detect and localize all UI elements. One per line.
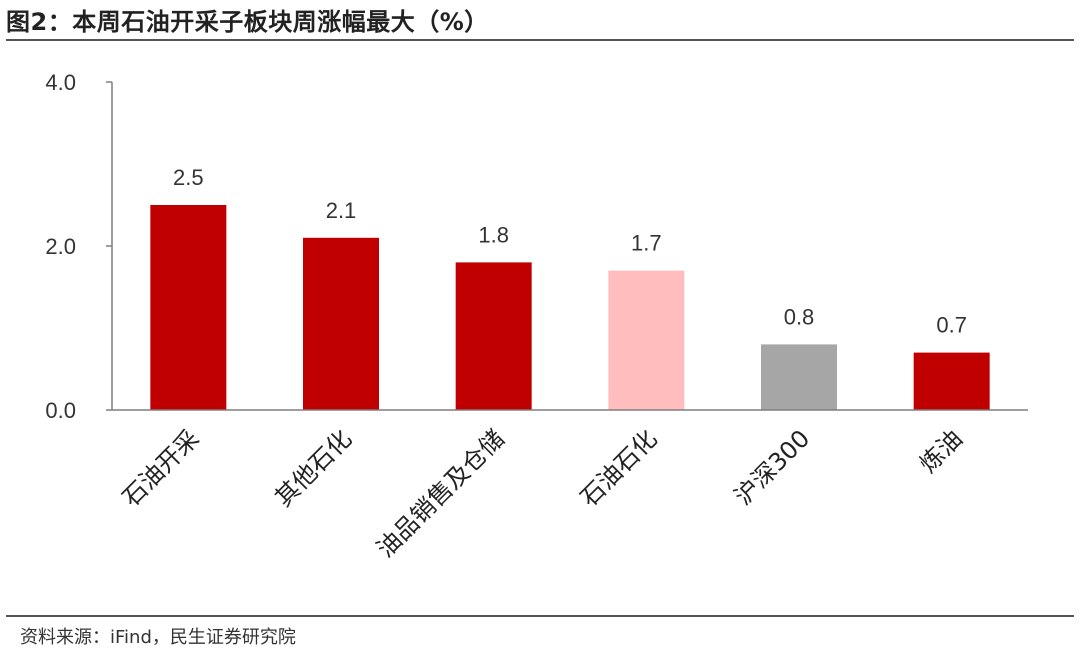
bar <box>303 237 379 410</box>
bar <box>150 205 227 410</box>
bar-value-label: 0.7 <box>936 313 967 338</box>
category-label: 其他石化 <box>270 424 358 512</box>
chart-title: 图2：本周石油开采子板块周涨幅最大（%） <box>6 8 489 36</box>
category-label: 石油开采 <box>117 424 205 512</box>
bar <box>455 262 532 410</box>
bar <box>761 344 837 410</box>
title-divider <box>6 39 1074 41</box>
bar-value-label: 1.7 <box>631 231 662 256</box>
bar-value-label: 0.8 <box>784 304 815 329</box>
bars <box>150 205 990 410</box>
bar-chart: 0.0 2.0 4.0 2.5 2.1 1.8 1.7 0.8 0.7 石油开采 其他石化 油品销… <box>45 70 1028 563</box>
data-labels: 2.5 2.1 1.8 1.7 0.8 0.7 <box>173 165 967 338</box>
category-label: 油品销售及仓储 <box>371 424 510 563</box>
category-label: 沪深300 <box>729 424 815 510</box>
y-tick-label: 4.0 <box>45 70 76 95</box>
bar <box>913 352 990 410</box>
bar-value-label: 1.8 <box>478 222 509 247</box>
y-axis: 0.0 2.0 4.0 <box>45 70 113 423</box>
source-note: 资料来源：iFind，民生证券研究院 <box>20 627 296 648</box>
y-tick-label: 0.0 <box>45 398 76 423</box>
bar <box>608 270 685 410</box>
y-tick-label: 2.0 <box>45 234 76 259</box>
category-label: 炼油 <box>914 424 968 478</box>
footer-divider <box>6 615 1074 617</box>
category-label: 石油石化 <box>575 424 663 512</box>
bar-value-label: 2.1 <box>326 198 357 223</box>
category-labels: 石油开采 其他石化 油品销售及仓储 石油石化 沪深300 炼油 <box>117 424 968 563</box>
bar-value-label: 2.5 <box>173 165 204 190</box>
